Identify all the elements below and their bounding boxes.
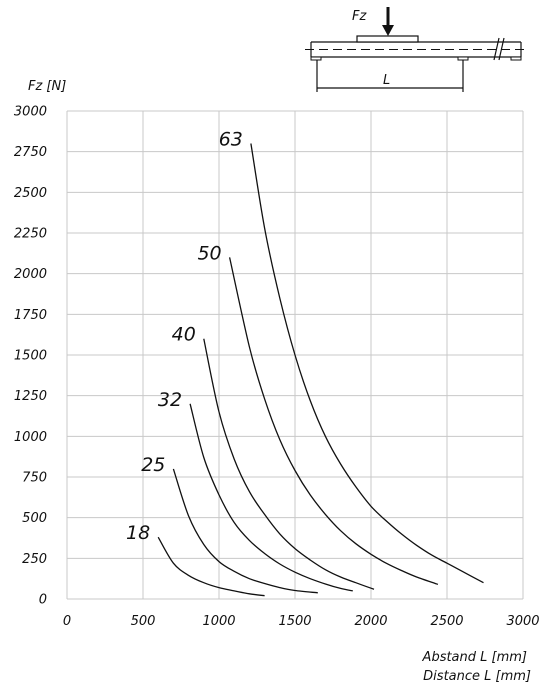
x-axis-title-de: Abstand L [mm] [422, 650, 527, 665]
right-support [510, 56, 522, 61]
beam-break-mark-1 [493, 37, 500, 61]
y-tick-label: 0 [39, 593, 47, 608]
y-tick-labels: 0 250 500 750 1000 1250 1500 1750 2000 2250 2500 27… [14, 105, 47, 608]
curve-size-25 [172, 468, 318, 594]
left-support [310, 56, 322, 61]
y-tick-label: 1000 [14, 430, 47, 445]
carriage [356, 35, 419, 43]
curve-label-32: 32 [158, 389, 182, 411]
x-tick-label: 1000 [202, 614, 235, 629]
y-tick-label: 3000 [14, 105, 47, 120]
curve-label-25: 25 [141, 454, 165, 476]
y-tick-label: 2750 [14, 145, 47, 160]
force-arrow-head [382, 25, 394, 36]
y-tick-label: 1500 [14, 349, 47, 364]
curve-label-50: 50 [197, 242, 221, 264]
grid [66, 110, 524, 600]
curve-size-63 [250, 143, 484, 584]
y-tick-label: 750 [22, 471, 47, 486]
middle-support [457, 56, 469, 61]
x-tick-labels: 0 500 1000 1500 2000 2500 3000 [63, 614, 540, 629]
x-tick-label: 500 [131, 614, 156, 629]
y-axis-title: Fz [N] [28, 79, 66, 94]
y-tick-label: 250 [22, 552, 47, 567]
curves [157, 143, 484, 597]
curve-labels: 18 25 32 40 50 63 [126, 129, 243, 545]
curve-size-50 [228, 257, 439, 586]
curve-size-32 [189, 403, 353, 592]
length-label: L [383, 73, 390, 88]
x-tick-label: 2500 [430, 614, 463, 629]
y-tick-label: 2250 [14, 227, 47, 242]
curve-size-18 [157, 536, 265, 597]
curve-label-40: 40 [172, 324, 196, 346]
y-tick-label: 2000 [14, 267, 47, 282]
x-tick-label: 1500 [278, 614, 311, 629]
curve-size-40 [203, 338, 375, 590]
beam-break-mark-2 [498, 37, 505, 61]
y-tick-label: 1250 [14, 389, 47, 404]
y-tick-label: 2500 [14, 186, 47, 201]
beam-diagram: Fz L [305, 7, 528, 92]
y-tick-label: 1750 [14, 308, 47, 323]
curve-label-18: 18 [126, 522, 150, 544]
x-tick-label: 2000 [354, 614, 387, 629]
x-tick-label: 3000 [506, 614, 539, 629]
x-tick-label: 0 [63, 614, 71, 629]
x-axis-title-en: Distance L [mm] [423, 669, 531, 684]
y-tick-label: 500 [22, 511, 47, 526]
force-label: Fz [352, 9, 367, 24]
curve-label-63: 63 [219, 129, 243, 151]
